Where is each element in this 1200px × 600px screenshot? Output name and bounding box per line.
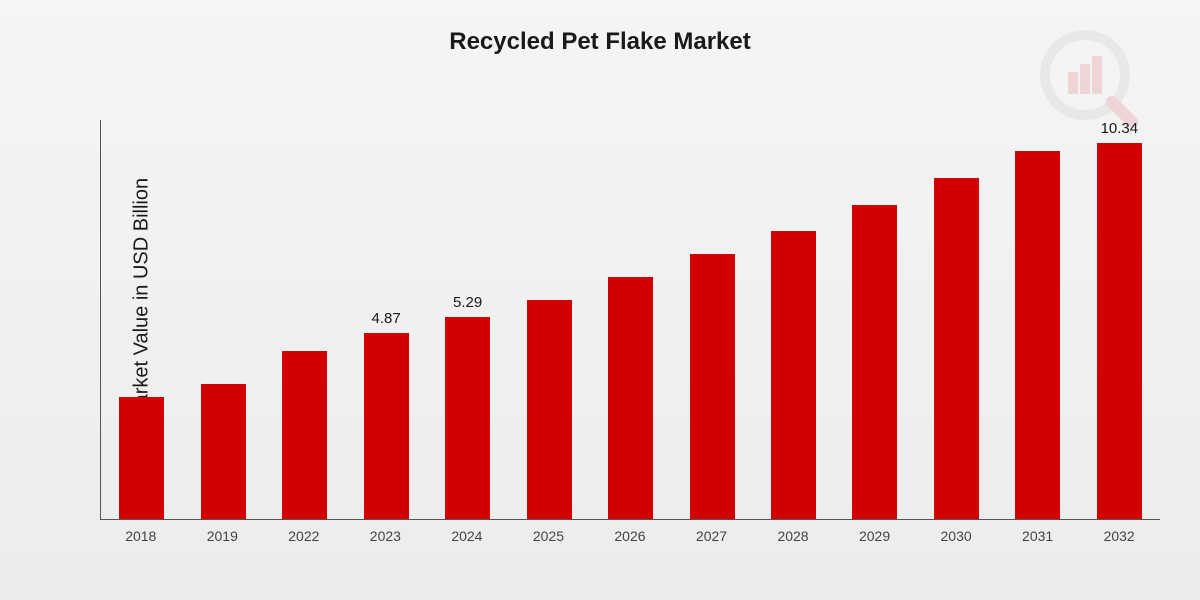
bar-wrap: 10.34 bbox=[1079, 120, 1160, 519]
x-axis-labels: 2018201920222023202420252026202720282029… bbox=[100, 528, 1160, 544]
x-tick-label: 2032 bbox=[1078, 528, 1160, 544]
x-tick-label: 2027 bbox=[671, 528, 753, 544]
bar bbox=[1015, 151, 1060, 519]
bar bbox=[771, 231, 816, 519]
bar bbox=[527, 300, 572, 519]
x-tick-label: 2018 bbox=[100, 528, 182, 544]
bar bbox=[608, 277, 653, 519]
x-tick-label: 2025 bbox=[508, 528, 590, 544]
bar bbox=[852, 205, 897, 519]
bar-wrap bbox=[508, 120, 589, 519]
bar bbox=[1097, 143, 1142, 519]
bar bbox=[690, 254, 735, 519]
chart-area: 4.87 5.29 10.34 bbox=[100, 120, 1160, 520]
x-tick-label: 2022 bbox=[263, 528, 345, 544]
bar bbox=[445, 317, 490, 519]
bar bbox=[119, 397, 164, 519]
bar-wrap bbox=[834, 120, 915, 519]
x-tick-label: 2029 bbox=[834, 528, 916, 544]
x-tick-label: 2028 bbox=[752, 528, 834, 544]
bar bbox=[201, 384, 246, 519]
x-tick-label: 2031 bbox=[997, 528, 1079, 544]
x-tick-label: 2019 bbox=[182, 528, 264, 544]
bar-wrap bbox=[101, 120, 182, 519]
bar bbox=[364, 333, 409, 519]
bar-value-label: 5.29 bbox=[453, 294, 482, 311]
x-tick-label: 2023 bbox=[345, 528, 427, 544]
bar-value-label: 10.34 bbox=[1101, 120, 1139, 137]
bars-container: 4.87 5.29 10.34 bbox=[100, 120, 1160, 520]
x-tick-label: 2030 bbox=[915, 528, 997, 544]
x-tick-label: 2024 bbox=[426, 528, 508, 544]
bar-wrap: 4.87 bbox=[345, 120, 426, 519]
bar-wrap: 5.29 bbox=[427, 120, 508, 519]
bar bbox=[282, 351, 327, 519]
bar-value-label: 4.87 bbox=[372, 310, 401, 327]
bar-wrap bbox=[671, 120, 752, 519]
bar-wrap bbox=[182, 120, 263, 519]
bar-wrap bbox=[590, 120, 671, 519]
bar-wrap bbox=[997, 120, 1078, 519]
x-tick-label: 2026 bbox=[589, 528, 671, 544]
chart-title: Recycled Pet Flake Market bbox=[0, 0, 1200, 56]
bar-wrap bbox=[264, 120, 345, 519]
bar-wrap bbox=[916, 120, 997, 519]
bar-wrap bbox=[753, 120, 834, 519]
bar bbox=[934, 178, 979, 519]
